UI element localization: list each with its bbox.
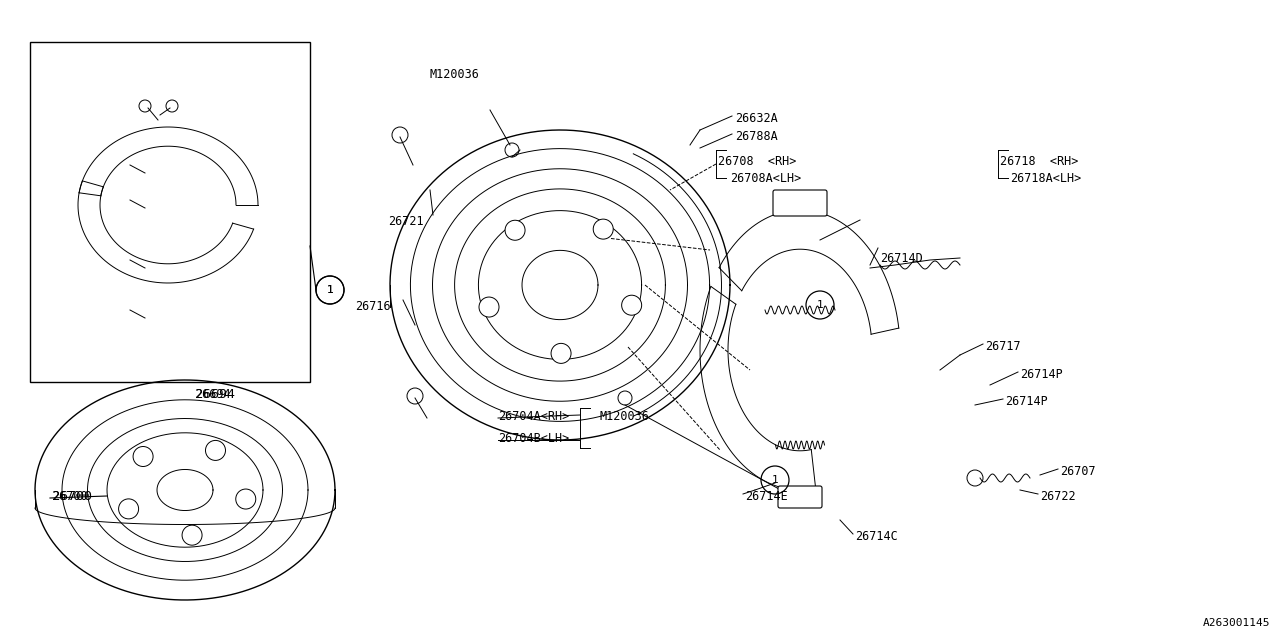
Text: 26714D: 26714D xyxy=(881,252,923,265)
Text: 26718A<LH>: 26718A<LH> xyxy=(1010,172,1082,185)
Text: 26632A: 26632A xyxy=(735,112,778,125)
Text: A263001145: A263001145 xyxy=(1202,618,1270,628)
Text: 26708  <RH>: 26708 <RH> xyxy=(718,155,796,168)
Circle shape xyxy=(479,297,499,317)
Text: 26708A<LH>: 26708A<LH> xyxy=(730,172,801,185)
Text: 26714P: 26714P xyxy=(1005,395,1048,408)
Text: 26721: 26721 xyxy=(388,215,424,228)
FancyBboxPatch shape xyxy=(778,486,822,508)
Text: 26714E: 26714E xyxy=(745,490,787,503)
Text: 26722: 26722 xyxy=(1039,490,1075,503)
Text: 26714P: 26714P xyxy=(1020,368,1062,381)
FancyBboxPatch shape xyxy=(773,190,827,216)
Text: 26714C: 26714C xyxy=(855,530,897,543)
Text: M120036: M120036 xyxy=(430,68,480,81)
Text: 26704B<LH>: 26704B<LH> xyxy=(498,432,570,445)
Text: 26717: 26717 xyxy=(986,340,1020,353)
Circle shape xyxy=(133,447,154,467)
Circle shape xyxy=(622,295,641,316)
Circle shape xyxy=(206,440,225,460)
Text: 26788A: 26788A xyxy=(735,130,778,143)
Circle shape xyxy=(236,489,256,509)
Text: 26700: 26700 xyxy=(52,490,92,503)
Circle shape xyxy=(552,344,571,364)
Text: 26704A<RH>: 26704A<RH> xyxy=(498,410,570,423)
Text: 26694: 26694 xyxy=(195,388,230,401)
Text: 1: 1 xyxy=(326,285,333,295)
Text: 26716: 26716 xyxy=(355,300,390,313)
Bar xyxy=(29,42,310,382)
Circle shape xyxy=(182,525,202,545)
Circle shape xyxy=(593,219,613,239)
Text: 26718  <RH>: 26718 <RH> xyxy=(1000,155,1078,168)
Text: 26707: 26707 xyxy=(1060,465,1096,478)
Text: 1: 1 xyxy=(772,475,778,485)
Text: 26700: 26700 xyxy=(52,490,87,503)
Circle shape xyxy=(506,220,525,240)
Text: 1: 1 xyxy=(326,285,333,295)
Circle shape xyxy=(119,499,138,519)
Text: M120036: M120036 xyxy=(600,410,650,423)
Text: 26694: 26694 xyxy=(195,388,236,401)
Text: 1: 1 xyxy=(817,300,823,310)
